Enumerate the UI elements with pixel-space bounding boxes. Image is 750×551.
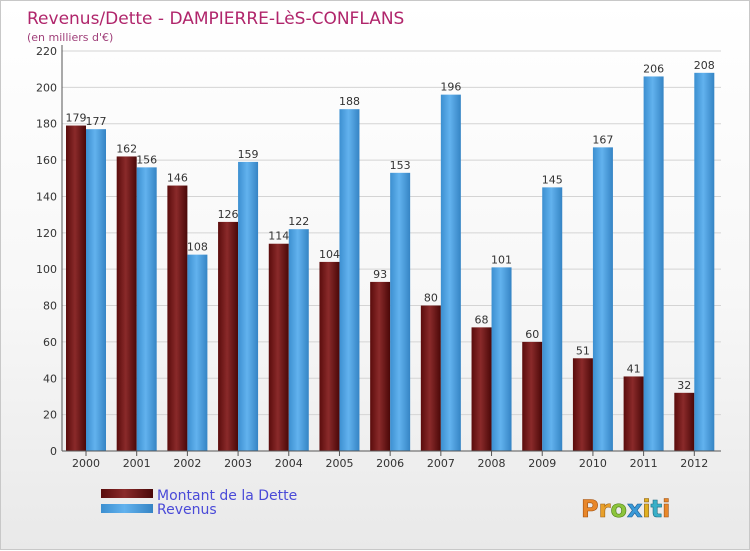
data-label-revenus: 108 xyxy=(187,241,208,254)
y-tick-label: 100 xyxy=(36,263,57,276)
y-tick-label: 80 xyxy=(43,300,57,313)
x-tick-label: 2006 xyxy=(376,457,404,470)
x-tick-label: 2010 xyxy=(579,457,607,470)
bar-revenus xyxy=(136,167,157,451)
bar-revenus xyxy=(339,109,360,451)
bar-debt xyxy=(268,243,289,451)
chart-title: Revenus/Dette - DAMPIERRE-LèS-CONFLANS xyxy=(27,9,404,29)
x-tick-label: 2012 xyxy=(680,457,708,470)
y-tick-label: 160 xyxy=(36,154,57,167)
x-tick-label: 2008 xyxy=(478,457,506,470)
y-tick-label: 120 xyxy=(36,227,57,240)
proxiti-logo: Proxiti xyxy=(581,495,671,524)
y-tick-label: 220 xyxy=(36,45,57,58)
bar-revenus xyxy=(86,129,106,451)
bar-revenus xyxy=(238,161,259,451)
data-label-debt: 68 xyxy=(475,313,489,326)
data-label-debt: 80 xyxy=(424,292,438,305)
bar-debt xyxy=(319,261,340,451)
bar-revenus xyxy=(592,147,613,451)
data-label-debt: 179 xyxy=(66,112,87,125)
bar-debt xyxy=(522,341,543,451)
y-tick-label: 140 xyxy=(36,190,57,203)
bars xyxy=(66,72,715,452)
bar-debt xyxy=(370,281,391,451)
bar-revenus xyxy=(542,187,563,451)
bar-debt xyxy=(572,358,593,451)
data-label-revenus: 156 xyxy=(136,153,157,166)
legend: Montant de la Dette Revenus xyxy=(101,488,297,518)
legend-label-revenus: Revenus xyxy=(157,502,217,518)
data-label-revenus: 159 xyxy=(238,148,259,161)
bar-debt xyxy=(623,376,644,451)
data-label-debt: 51 xyxy=(576,344,590,357)
bar-revenus xyxy=(491,267,512,451)
data-label-debt: 41 xyxy=(627,362,641,375)
x-tick-label: 2000 xyxy=(72,457,100,470)
bar-debt xyxy=(66,125,86,451)
data-label-revenus: 206 xyxy=(643,62,664,75)
bar-debt xyxy=(218,221,239,451)
data-label-debt: 146 xyxy=(167,172,188,185)
data-label-debt: 114 xyxy=(268,230,289,243)
bar-revenus xyxy=(694,72,715,452)
bar-revenus xyxy=(390,172,411,451)
chart-subtitle: (en milliers d'€) xyxy=(27,31,113,44)
data-label-debt: 162 xyxy=(116,142,137,155)
bar-debt xyxy=(471,327,492,451)
data-label-revenus: 101 xyxy=(491,253,512,266)
x-tick-label: 2003 xyxy=(224,457,252,470)
y-tick-label: 0 xyxy=(50,445,57,458)
data-label-revenus: 188 xyxy=(339,95,360,108)
data-label-revenus: 167 xyxy=(592,133,613,146)
bar-revenus xyxy=(187,254,208,451)
x-tick-label: 2002 xyxy=(173,457,201,470)
y-tick-label: 20 xyxy=(43,409,57,422)
y-tick-label: 60 xyxy=(43,336,57,349)
bar-debt xyxy=(167,185,188,451)
data-label-revenus: 177 xyxy=(86,115,107,128)
bar-revenus xyxy=(288,229,309,451)
x-tick-label: 2009 xyxy=(528,457,556,470)
legend-swatch-debt xyxy=(101,489,153,498)
data-label-debt: 126 xyxy=(218,208,239,221)
bar-debt xyxy=(116,156,137,452)
bar-revenus xyxy=(440,94,461,452)
x-tick-label: 2005 xyxy=(325,457,353,470)
y-axis-ticks: 0 20 40 60 80 100 120 140 160 180 200 220 xyxy=(36,45,57,458)
logo-text: Proxiti xyxy=(581,495,670,523)
data-label-revenus: 196 xyxy=(440,81,461,94)
y-tick-label: 180 xyxy=(36,118,57,131)
data-label-revenus: 145 xyxy=(542,173,563,186)
x-tick-label: 2004 xyxy=(275,457,303,470)
y-tick-label: 40 xyxy=(43,372,57,385)
x-tick-label: 2011 xyxy=(630,457,658,470)
legend-swatch-revenus xyxy=(101,504,153,513)
bar-debt xyxy=(674,392,695,451)
x-tick-label: 2001 xyxy=(123,457,151,470)
x-axis-ticks: 2000 2001 2002 2003 2004 2005 2006 2007 2008 2009… xyxy=(72,451,708,470)
data-label-debt: 104 xyxy=(319,248,340,261)
x-tick-label: 2007 xyxy=(427,457,455,470)
data-label-revenus: 153 xyxy=(390,159,411,172)
bar-debt xyxy=(420,305,441,451)
data-label-debt: 60 xyxy=(525,328,539,341)
axes xyxy=(61,45,721,452)
legend-label-debt: Montant de la Dette xyxy=(157,488,297,504)
data-label-debt: 93 xyxy=(373,268,387,281)
data-label-debt: 32 xyxy=(677,379,691,392)
y-tick-label: 200 xyxy=(36,81,57,94)
data-label-revenus: 122 xyxy=(288,215,309,228)
data-label-revenus: 208 xyxy=(694,59,715,72)
bar-revenus xyxy=(643,76,664,452)
